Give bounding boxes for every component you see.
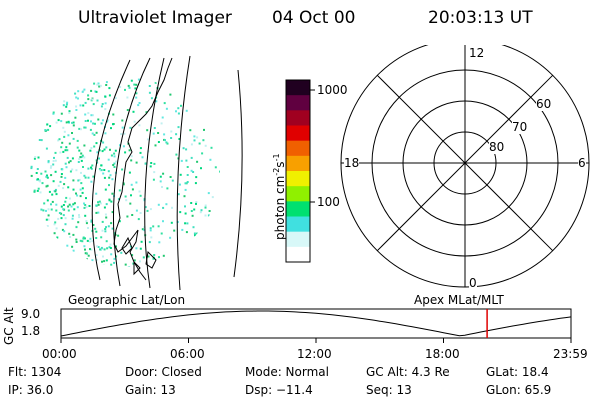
geographic-grid-lines: [91, 55, 243, 291]
coastline: [113, 57, 173, 281]
altitude-curve: [60, 310, 572, 337]
observation-date: 04 Oct 00: [272, 8, 356, 28]
time-tick-0000: 00:00: [42, 347, 77, 361]
mlt-label-0: 0: [469, 276, 477, 290]
info-ip: IP: 36.0: [8, 383, 54, 397]
colorbar-tick-100: 100: [317, 195, 340, 209]
timeline-y-tick-top: 9.0: [21, 307, 41, 321]
info-mode: Mode: Normal: [245, 365, 329, 379]
colorbar: [285, 79, 315, 263]
lat-label-80: 80: [489, 140, 505, 154]
info-glon: GLon: 65.9: [486, 383, 552, 397]
mlt-polar-dial: [340, 45, 590, 288]
instrument-title: Ultraviolet Imager: [78, 8, 232, 28]
observation-time: 20:03:13 UT: [428, 8, 533, 28]
info-door: Door: Closed: [125, 365, 202, 379]
colorbar-tick-1000: 1000: [317, 83, 348, 97]
timeline-ticks: [60, 338, 572, 343]
info-glat: GLat: 18.4: [486, 365, 549, 379]
time-tick-0600: 06:00: [170, 347, 205, 361]
time-tick-2359: 23:59: [553, 347, 588, 361]
mlt-label-6: 6: [578, 156, 586, 170]
time-tick-1200: 12:00: [297, 347, 332, 361]
lat-label-60: 60: [536, 97, 552, 111]
lat-label-70: 70: [512, 120, 528, 134]
colorbar-gradient: [286, 80, 310, 263]
time-tick-1800: 18:00: [425, 347, 460, 361]
info-gain: Gain: 13: [125, 383, 176, 397]
timeline-left-title: Geographic Lat/Lon: [68, 293, 186, 307]
info-flight: Flt: 1304: [8, 365, 62, 379]
info-dsp: Dsp: −11.4: [245, 383, 313, 397]
mlt-label-18: 18: [344, 156, 360, 170]
timeline-y-tick-bottom: 1.8: [21, 324, 41, 338]
timeline-right-title: Apex MLat/MLT: [414, 293, 504, 307]
uv-image-globe: [30, 55, 243, 291]
aurora-speckles: [30, 78, 220, 267]
info-seq: Seq: 13: [366, 383, 412, 397]
info-gc-alt: GC Alt: 4.3 Re: [366, 365, 450, 379]
mlt-label-12: 12: [469, 46, 485, 60]
